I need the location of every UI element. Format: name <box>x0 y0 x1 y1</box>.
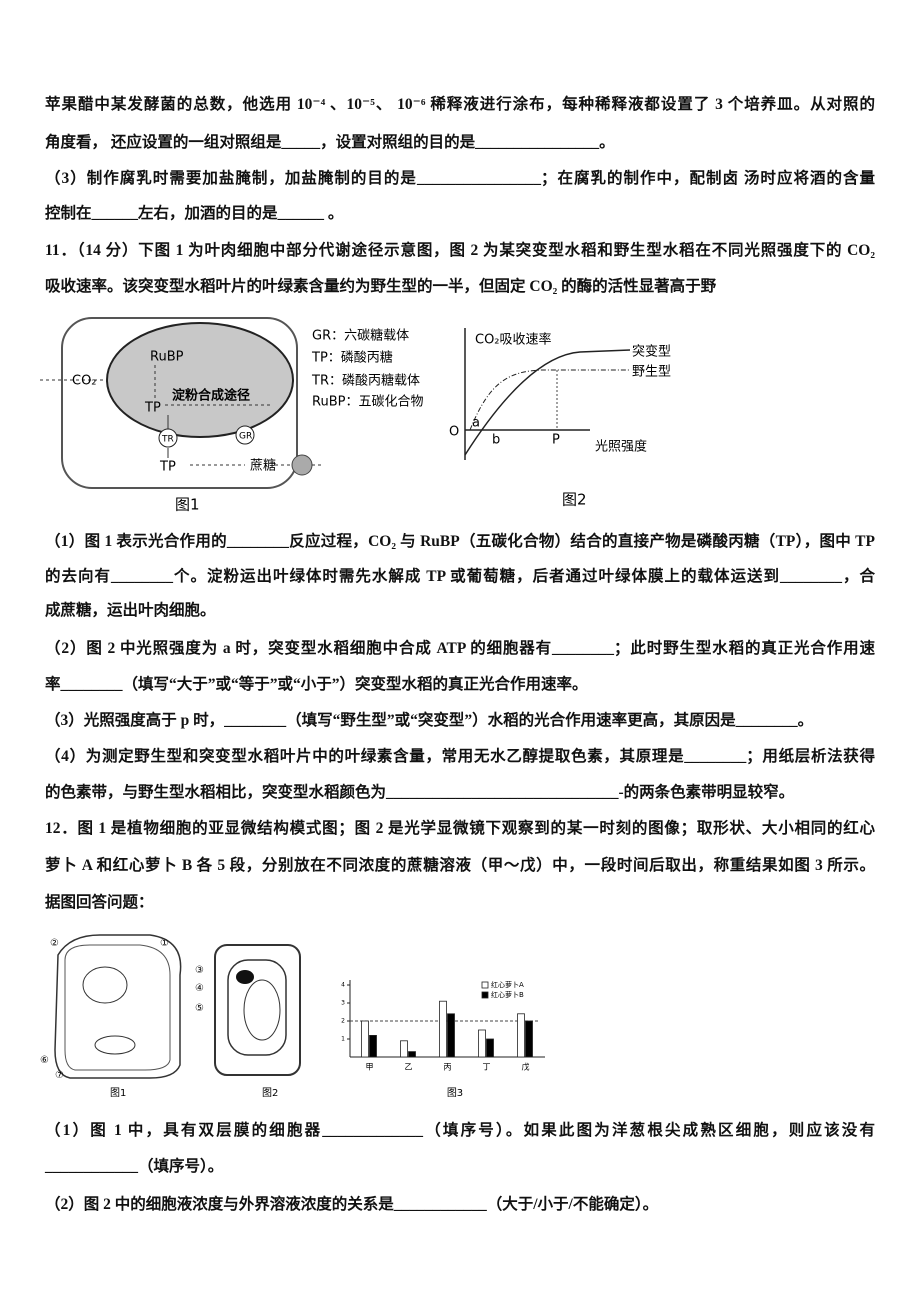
label: ① <box>160 938 169 949</box>
legend-label: 红心萝卜B <box>491 990 524 999</box>
bar <box>517 1013 525 1058</box>
transporter <box>158 428 178 448</box>
label: TR：磷酸丙糖载体 <box>311 373 420 389</box>
transporter <box>291 454 313 476</box>
y-tick-label: 4 <box>341 982 345 989</box>
text-line: 12．图 1 是植物细胞的亚显微结构模式图；图 2 是光学显微镜下观察到的某一时… <box>45 820 875 837</box>
text-line: 11．（14 分）下图 1 为叶肉细胞中部分代谢途径示意图，图 2 为某突变型水… <box>45 242 875 259</box>
plant-cell <box>54 934 182 1079</box>
x-tick-label: 丙 <box>444 1063 452 1072</box>
label: 图2 <box>262 1087 278 1099</box>
label: a <box>472 416 480 431</box>
curve-mutant <box>464 349 631 456</box>
label: P <box>552 433 560 448</box>
label: RuBP <box>150 350 184 365</box>
chloroplast <box>106 322 294 438</box>
label: ⑤ <box>195 1003 204 1014</box>
cell-wall <box>214 944 301 1076</box>
protoplast <box>227 959 287 1056</box>
chloroplast <box>94 1035 136 1055</box>
bar <box>361 1020 369 1058</box>
text-line: 控制在______左右，加酒的目的是______ 。 <box>45 205 344 222</box>
text-line: （4）为测定野生型和突变型水稻叶片中的叶绿素含量，常用无水乙醇提取色素，其原理是… <box>45 748 875 765</box>
bar <box>369 1035 377 1058</box>
legend-swatch <box>481 981 489 989</box>
label: RuBP：五碳化合物 <box>312 395 423 410</box>
text-line: 角度看， 还应设置的一组对照组是_____，设置对照组的目的是_________… <box>45 134 615 151</box>
caption: 图3 <box>447 1087 463 1099</box>
plant-cell-inner <box>64 944 171 1071</box>
bar <box>439 1000 447 1058</box>
label: TP：磷酸丙糖 <box>311 350 393 366</box>
text-line: （2）图 2 中的细胞液浓度与外界溶液浓度的关系是____________（大于… <box>45 1196 659 1213</box>
text-line: 吸收速率。该突变型水稻叶片的叶绿素含量约为野生型的一半，但固定 CO₂ 的酶的活… <box>45 278 717 295</box>
nucleus <box>82 966 128 1004</box>
label: 淀粉合成途径 <box>172 388 250 404</box>
text-line: 成蔗糖，运出叶肉细胞。 <box>45 602 216 619</box>
label: 图1 <box>110 1087 126 1099</box>
label: GR <box>239 432 252 442</box>
text-line: 苹果醋中某发酵菌的总数，他选用 10⁻⁴ 、10⁻⁵、 10⁻⁶ 稀释液进行涂布… <box>45 96 875 113</box>
label: 蔗糖 <box>250 458 276 474</box>
x-tick-label: 乙 <box>405 1063 413 1072</box>
label: b <box>492 433 500 448</box>
text-line: 率________（填写“大于”或“等于”或“小于”）突变型水稻的真正光合作用速… <box>45 676 588 693</box>
bar <box>478 1029 486 1058</box>
bar <box>400 1040 408 1058</box>
label: ② <box>50 938 59 949</box>
label: 突变型 <box>632 344 671 360</box>
nucleus <box>236 970 254 984</box>
y-tick-label: 1 <box>341 1036 345 1043</box>
label: ⑥ <box>40 1055 49 1066</box>
text-line: （1）图 1 表示光合作用的________反应过程，CO₂ 与 RuBP（五碳… <box>45 533 875 550</box>
text-line: （2）图 2 中光照强度为 a 时，突变型水稻细胞中合成 ATP 的细胞器有__… <box>45 640 875 657</box>
y-tick-label: 3 <box>341 1000 345 1007</box>
text-line: ____________（填序号）。 <box>45 1158 224 1175</box>
label: 光照强度 <box>595 439 647 455</box>
text-line: 萝卜 A 和红心萝卜 B 各 5 段，分别放在不同浓度的蔗糖溶液（甲～戊）中，一… <box>45 857 875 874</box>
x-tick-label: 丁 <box>483 1063 491 1072</box>
bar <box>408 1051 416 1058</box>
label: GR：六碳糖载体 <box>312 328 409 344</box>
text-line: （3）制作腐乳时需要加盐腌制，加盐腌制的目的是________________；… <box>45 170 875 187</box>
vacuole <box>243 979 281 1041</box>
transporter <box>235 425 255 445</box>
label: CO₂ <box>72 374 97 389</box>
cell-outline <box>61 317 298 489</box>
label: ⑦ <box>55 1070 64 1081</box>
label: TR <box>161 435 174 445</box>
bar <box>525 1020 533 1058</box>
x-tick-label: 戊 <box>522 1062 530 1072</box>
label: 图1 <box>175 496 200 514</box>
legend-label: 红心萝卜A <box>491 980 524 989</box>
y-tick-label: 2 <box>341 1018 345 1025</box>
label: 野生型 <box>632 365 671 380</box>
label: 图2 <box>562 491 587 509</box>
curve-wild <box>469 369 630 431</box>
x-tick-label: 甲 <box>366 1063 374 1072</box>
text-line: （3）光照强度高于 p 时，________（填写“野生型”或“突变型”）水稻的… <box>45 712 814 729</box>
label: CO₂吸收速率 <box>475 332 552 348</box>
text-line: 的色素带，与野生型水稻相比，突变型水稻颜色为__________________… <box>45 784 795 801</box>
legend-swatch <box>481 991 489 999</box>
text-line: 的去向有________个。淀粉运出叶绿体时需先水解成 TP 或葡萄糖，后者通过… <box>45 568 875 585</box>
text-line: （1）图 1 中，具有双层膜的细胞器_____________（填序号）。如果此… <box>45 1122 875 1139</box>
text-line: 据图回答问题： <box>45 894 154 911</box>
label: ④ <box>195 983 204 994</box>
bar <box>447 1013 455 1058</box>
label: TP <box>159 460 176 475</box>
bar <box>486 1038 494 1058</box>
label: TP <box>144 401 161 416</box>
label: O <box>449 425 459 440</box>
label: ③ <box>195 965 204 976</box>
